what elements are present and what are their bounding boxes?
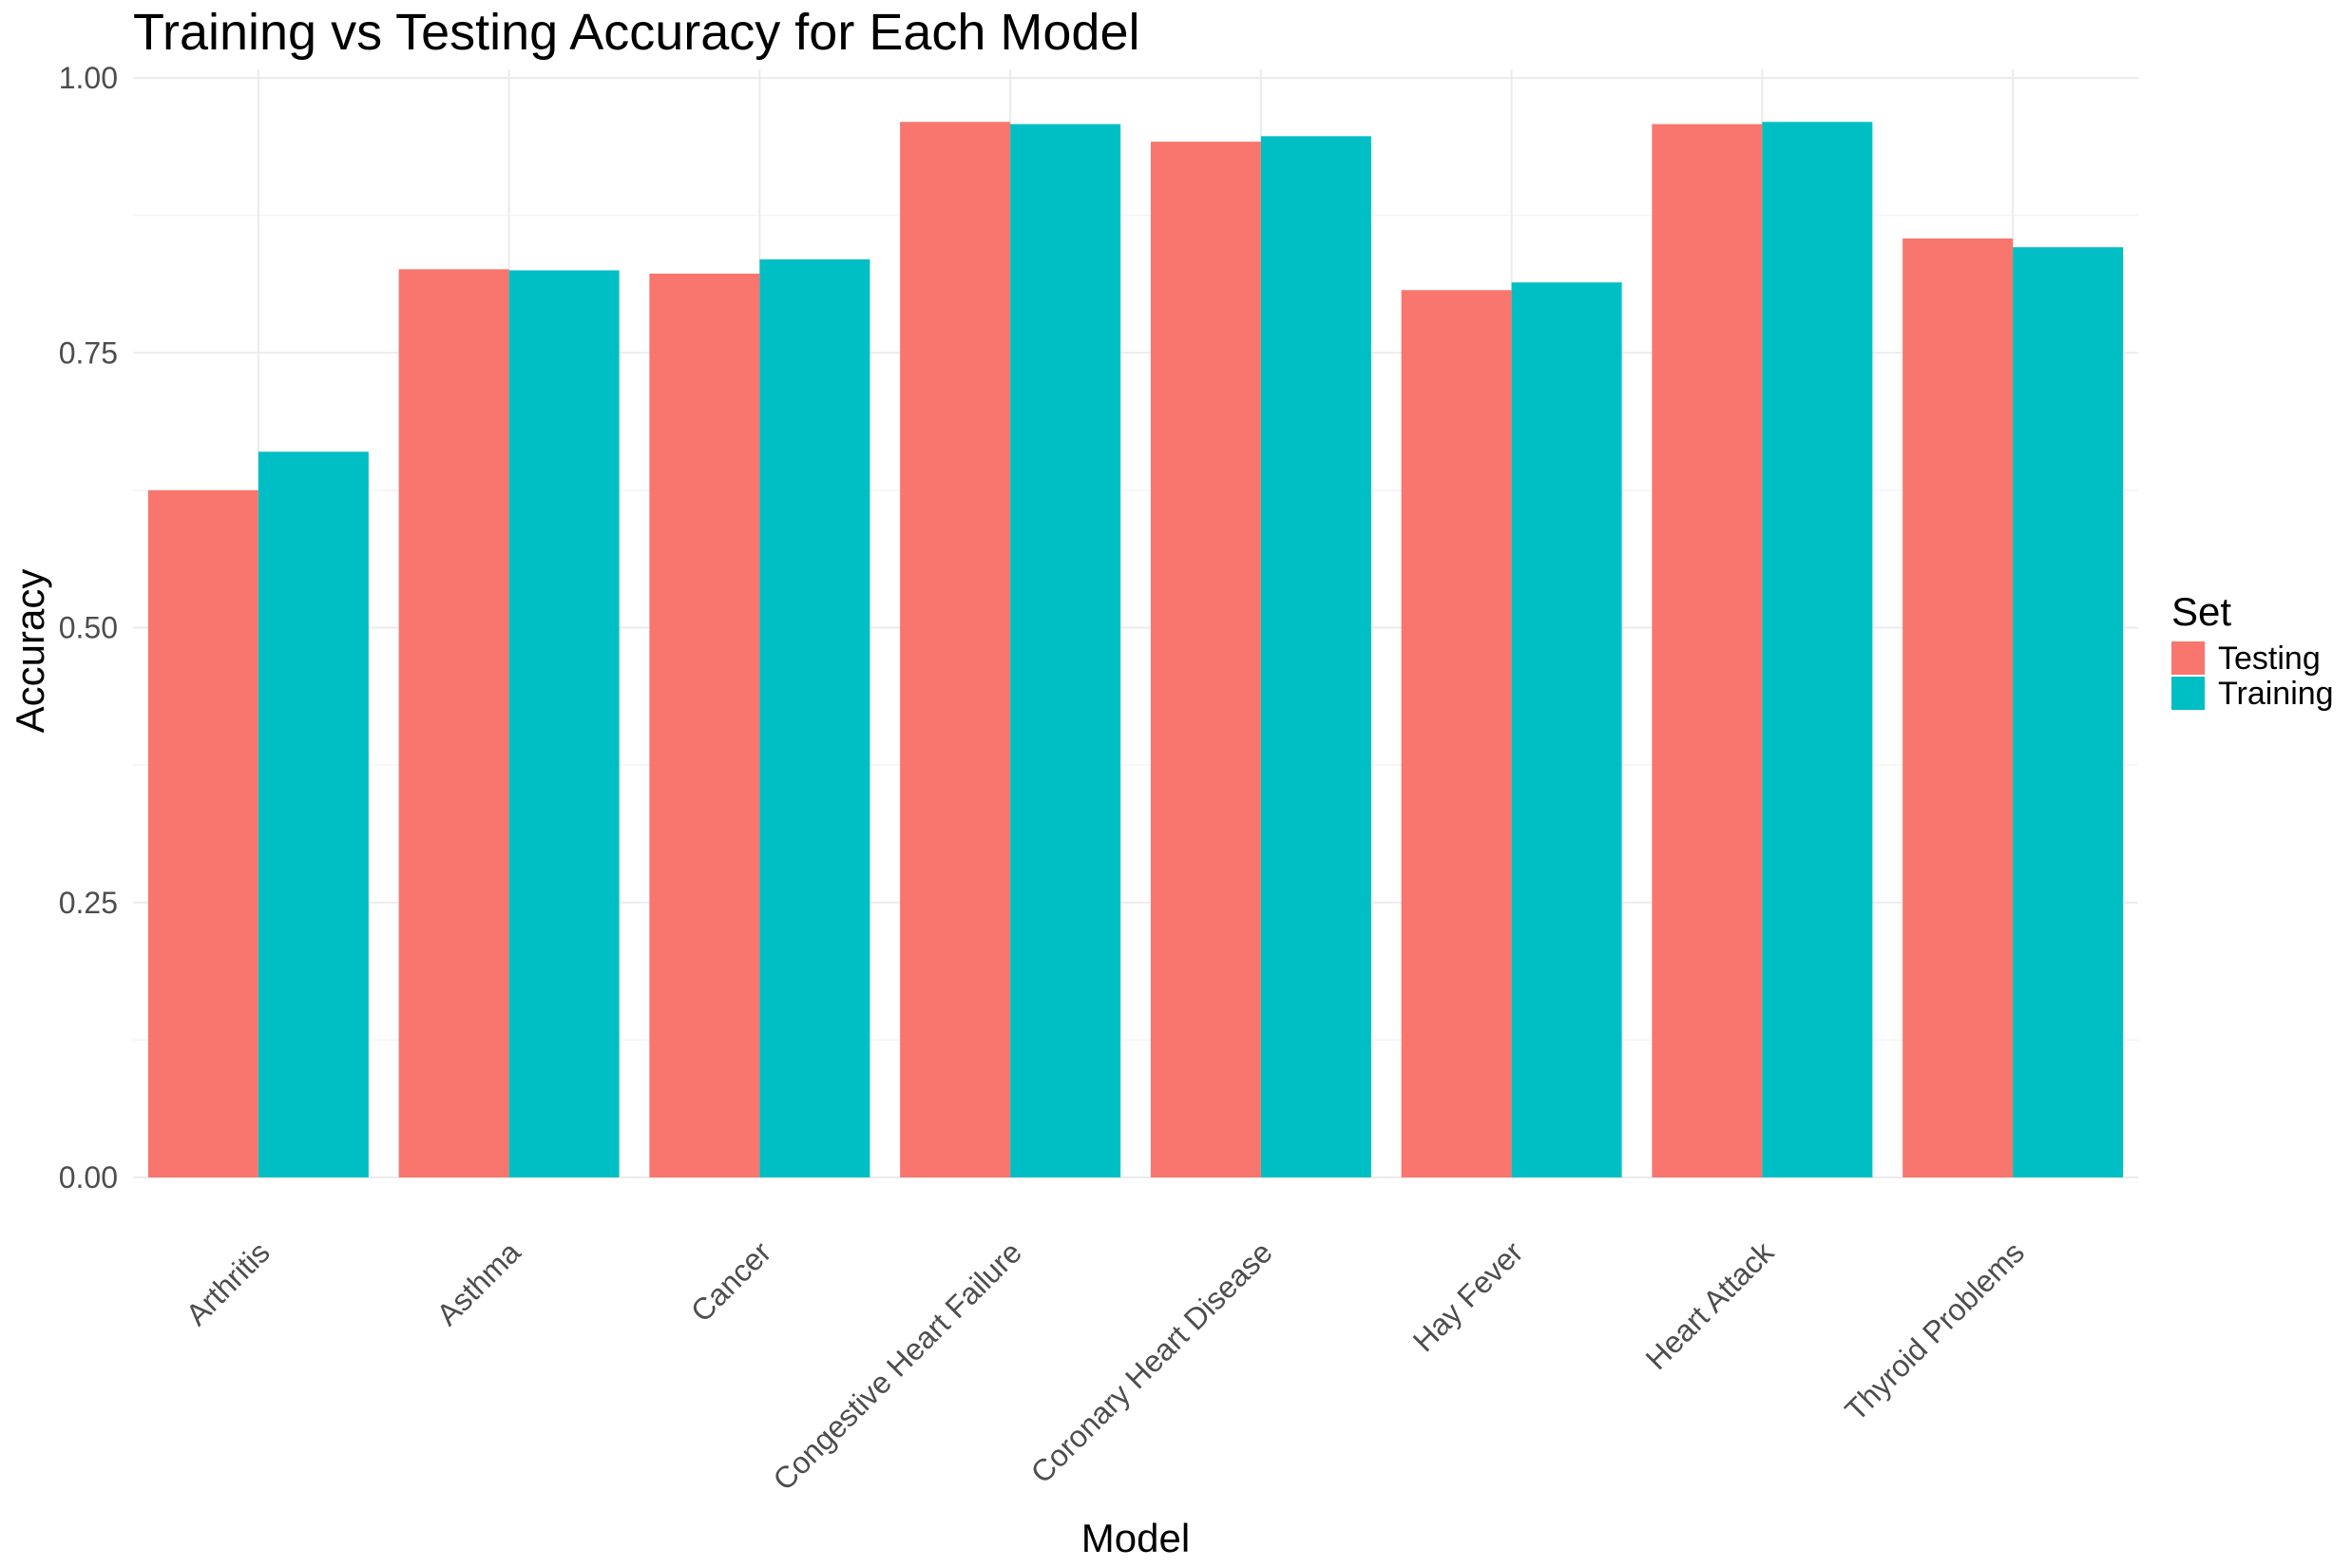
bar-training-congestive-heart-failure (1010, 124, 1121, 1177)
bar-training-thyroid-problems (2013, 247, 2124, 1178)
y-tick-labels: 0.00 0.25 0.50 0.75 1.00 (59, 61, 118, 1195)
legend-swatch-testing (2171, 641, 2205, 675)
y-tick-label: 1.00 (59, 61, 118, 95)
bar-testing-arthritis (147, 489, 258, 1177)
x-tick-label: Coronary Heart Disease (1024, 1234, 1279, 1489)
x-tick-label: Asthma (430, 1234, 526, 1331)
legend-label-testing: Testing (2218, 641, 2321, 677)
bar-training-hay-fever (1511, 282, 1622, 1177)
bar-training-arthritis (258, 451, 369, 1177)
x-tick-label: Congestive Heart Failure (766, 1234, 1028, 1497)
bar-training-cancer (759, 258, 870, 1177)
bar-training-coronary-heart-disease (1260, 136, 1371, 1177)
x-tick-label: Cancer (684, 1234, 778, 1329)
x-tick-label: Heart Attack (1639, 1234, 1781, 1376)
x-tick-label: Hay Fever (1406, 1234, 1530, 1358)
x-tick-label: Arthritis (180, 1234, 277, 1331)
legend-swatch-training (2171, 677, 2205, 710)
y-axis-title: Accuracy (8, 569, 52, 734)
x-axis-title: Model (1081, 1516, 1190, 1560)
bar-training-asthma (508, 270, 620, 1178)
bar-testing-hay-fever (1401, 290, 1512, 1177)
bars (147, 122, 2124, 1178)
bar-testing-congestive-heart-failure (900, 122, 1011, 1177)
bar-testing-heart-attack (1652, 124, 1763, 1177)
bar-testing-asthma (398, 269, 509, 1177)
y-tick-label: 0.25 (59, 886, 118, 920)
bar-training-heart-attack (1762, 122, 1873, 1177)
legend-label-training: Training (2218, 676, 2334, 712)
y-tick-label: 0.75 (59, 335, 118, 370)
bar-testing-coronary-heart-disease (1150, 142, 1261, 1178)
y-tick-label: 0.00 (59, 1160, 118, 1195)
legend-title: Set (2171, 589, 2231, 634)
x-tick-label: Thyroid Problems (1838, 1234, 2031, 1427)
bar-testing-cancer (649, 273, 760, 1177)
bar-testing-thyroid-problems (1903, 238, 2014, 1177)
y-tick-label: 0.50 (59, 611, 118, 645)
chart-title: Training vs Testing Accuracy for Each Mo… (133, 4, 1140, 61)
